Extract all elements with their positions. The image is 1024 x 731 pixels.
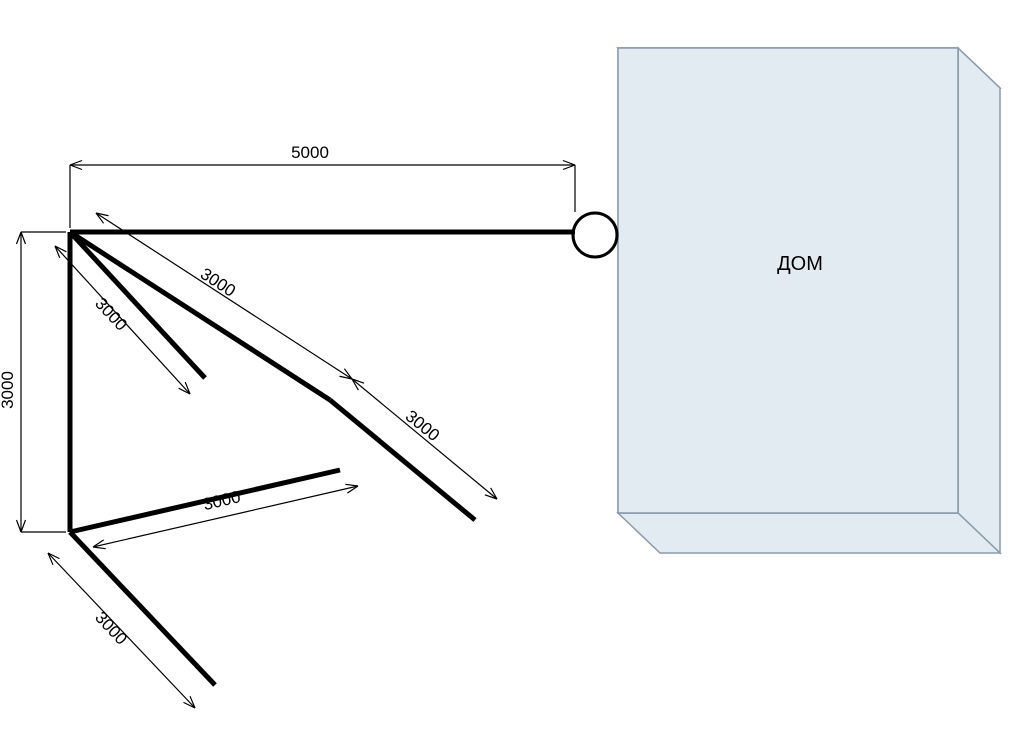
house-bottom-face — [618, 513, 1000, 553]
dimension-label: 3000 — [402, 406, 443, 445]
house-front-face — [618, 48, 958, 513]
dimension: 3000 — [96, 213, 352, 379]
dimension-label: 3000 — [0, 371, 17, 409]
structure-segment — [330, 400, 475, 520]
dimension-label: 3000 — [91, 608, 131, 649]
house-label: ДОМ — [777, 253, 823, 275]
structure-segment — [70, 532, 215, 685]
dimension-label: 3000 — [91, 294, 131, 335]
dimension-label: 5000 — [291, 143, 329, 162]
dimension: 3000 — [48, 553, 195, 708]
dimension-label: 3000 — [201, 487, 242, 514]
structure-group — [70, 232, 575, 685]
dimension: 5000 — [70, 143, 575, 228]
house-side-face — [958, 48, 1000, 553]
dimension-label: 3000 — [197, 264, 239, 301]
dimension: 3000 — [0, 232, 66, 532]
junction-circle — [573, 213, 617, 257]
